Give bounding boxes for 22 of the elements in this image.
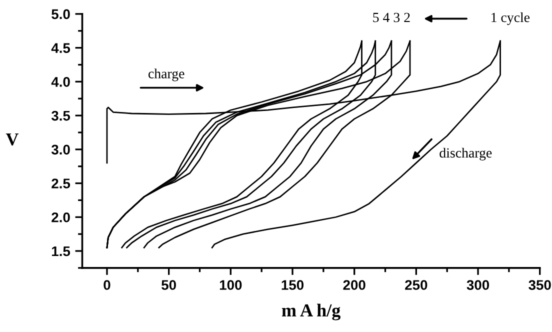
- y-tick-label: 3.0: [51, 144, 70, 155]
- x-axis-title: m A h/g: [282, 304, 340, 320]
- y-tick-label: 5.0: [52, 9, 70, 20]
- x-tick-label: 200: [343, 280, 366, 290]
- annotation: 5 4 3 2: [373, 12, 410, 22]
- x-tick-label: 250: [405, 280, 428, 290]
- x-tick-label: 300: [466, 280, 490, 290]
- annotation: discharge: [440, 148, 492, 160]
- y-tick-label: 4.0: [51, 77, 70, 87]
- y-tick-label: 2.5: [52, 178, 70, 188]
- y-tick-label: 4.5: [51, 43, 70, 53]
- x-tick-label: 350: [528, 280, 551, 290]
- y-tick-label: 3.5: [51, 110, 70, 121]
- annotation: charge: [148, 68, 184, 82]
- x-tick-label: 100: [220, 280, 242, 290]
- x-tick-label: 150: [282, 280, 304, 290]
- x-tick-label: 50: [162, 280, 176, 290]
- x-tick-label: 0: [104, 280, 110, 290]
- annotation: 1 cycle: [492, 12, 530, 25]
- y-tick-label: 1.5: [52, 246, 70, 256]
- y-axis-title: V: [6, 133, 19, 146]
- y-tick-label: 2.0: [52, 212, 70, 222]
